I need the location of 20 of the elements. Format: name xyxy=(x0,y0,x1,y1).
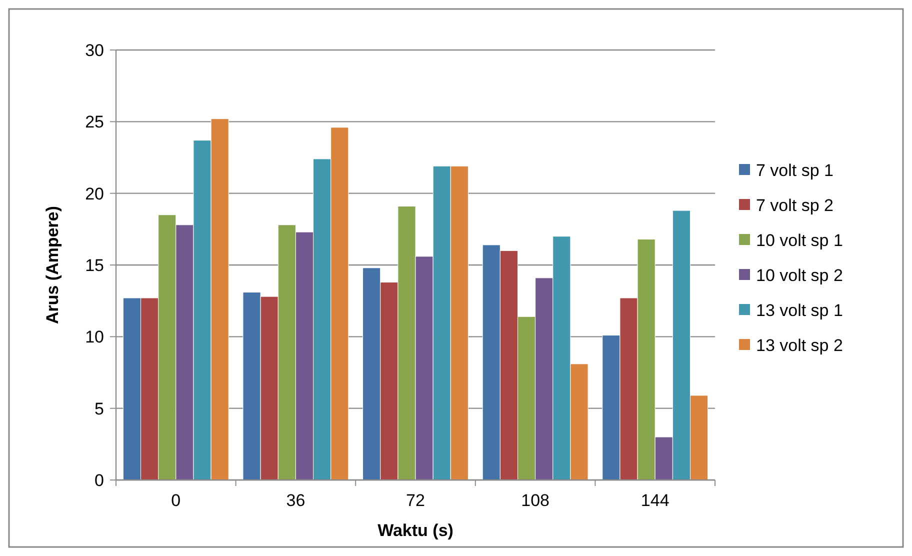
legend-label: 10 volt sp 2 xyxy=(756,266,843,285)
x-tick-label: 0 xyxy=(171,491,181,510)
legend-label: 10 volt sp 1 xyxy=(756,230,843,250)
x-tick-label: 108 xyxy=(521,491,550,510)
y-tick-label: 15 xyxy=(85,256,104,275)
y-tick-label: 0 xyxy=(94,470,104,490)
y-tick-label: 10 xyxy=(85,328,104,347)
x-tick-label: 144 xyxy=(640,491,670,510)
y-axis-title: Arus (Ampere) xyxy=(43,206,62,324)
x-tick-label: 36 xyxy=(286,491,306,510)
y-tick-label: 5 xyxy=(94,399,104,418)
x-axis-title: Waktu (s) xyxy=(378,521,454,540)
legend-label: 13 volt sp 1 xyxy=(756,300,843,320)
x-tick-label: 72 xyxy=(406,491,425,510)
y-tick-label: 20 xyxy=(85,184,104,204)
legend-label: 13 volt sp 2 xyxy=(756,336,843,355)
y-tick-label: 30 xyxy=(85,40,104,60)
legend-label: 7 volt sp 1 xyxy=(756,160,834,180)
y-tick-label: 25 xyxy=(85,112,104,132)
legend-label: 7 volt sp 2 xyxy=(756,196,834,215)
